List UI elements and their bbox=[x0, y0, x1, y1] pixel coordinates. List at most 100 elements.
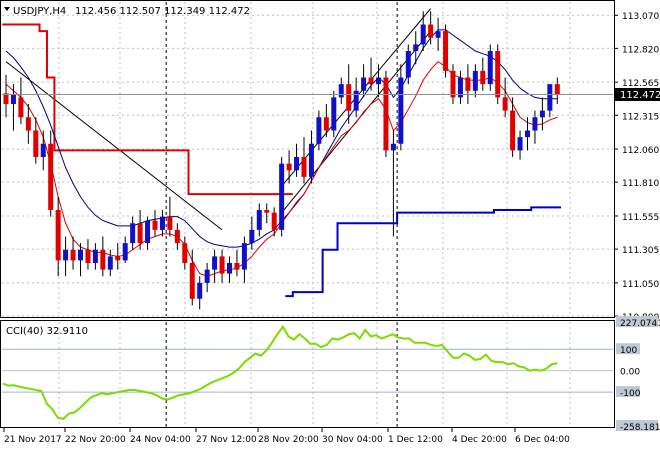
candle bbox=[279, 157, 285, 237]
candle-bull-body bbox=[457, 77, 463, 98]
time-tick-label: 22 Nov 20:00 bbox=[65, 435, 126, 445]
candle-bull-body bbox=[78, 249, 83, 261]
candle-bear-body bbox=[264, 210, 270, 213]
candle bbox=[92, 243, 98, 270]
candle bbox=[189, 249, 195, 306]
candle-bull-body bbox=[517, 137, 523, 151]
candle bbox=[539, 97, 545, 131]
candle-bull-body bbox=[227, 263, 232, 274]
candle-bull-body bbox=[130, 223, 136, 244]
candle bbox=[40, 130, 46, 171]
candle-bull-body bbox=[159, 216, 165, 230]
candle-bear-body bbox=[115, 256, 121, 261]
trendline[interactable] bbox=[5, 61, 223, 231]
candle-bull-body bbox=[338, 84, 344, 98]
candle-bear-body bbox=[182, 243, 188, 264]
time-tick-label: 4 Dec 20:00 bbox=[452, 435, 507, 445]
candle-bull-body bbox=[122, 243, 128, 261]
candle bbox=[301, 137, 307, 184]
cci-tick-label: 100 bbox=[620, 346, 637, 356]
candle bbox=[122, 236, 128, 264]
candle-bear-body bbox=[465, 77, 471, 91]
price-tick-label: 112.315 bbox=[622, 112, 659, 122]
candle-bull-body bbox=[204, 269, 210, 283]
stop-lines bbox=[2, 23, 562, 298]
dropdown-arrow-icon[interactable] bbox=[4, 7, 10, 11]
candle bbox=[554, 77, 560, 105]
candle bbox=[241, 236, 247, 283]
candle bbox=[465, 64, 471, 105]
price-tick-label: 111.555 bbox=[622, 213, 659, 223]
candle bbox=[115, 243, 121, 270]
candle-bear-body bbox=[480, 70, 486, 85]
candle-bull-body bbox=[294, 157, 300, 171]
current-price-value: 112.472 bbox=[620, 90, 660, 101]
candle bbox=[361, 64, 367, 98]
candle-bull-body bbox=[413, 44, 419, 52]
candle bbox=[197, 276, 203, 310]
candle bbox=[495, 44, 501, 105]
candle-bull-body bbox=[472, 70, 478, 91]
candle bbox=[55, 196, 61, 277]
candle bbox=[227, 256, 232, 283]
candle bbox=[33, 117, 39, 164]
price-tick-label: 112.820 bbox=[622, 45, 659, 55]
candle bbox=[107, 249, 113, 277]
price-tick-label: 111.810 bbox=[622, 179, 659, 189]
cci-tick-label: 227.0741 bbox=[620, 319, 660, 329]
candle-bear-body bbox=[346, 84, 352, 111]
candle-bull-body bbox=[532, 117, 538, 131]
candle-bear-body bbox=[271, 212, 277, 230]
candle-bear-body bbox=[495, 51, 501, 98]
candle bbox=[413, 31, 419, 65]
candle bbox=[100, 236, 106, 277]
cci-tick-label: -100 bbox=[620, 389, 641, 399]
candle-bear-body bbox=[3, 93, 9, 105]
candle-bear-body bbox=[301, 157, 307, 177]
candle bbox=[264, 203, 270, 224]
candle-bull-body bbox=[547, 84, 553, 111]
candle-bear-body bbox=[554, 84, 560, 95]
candle bbox=[145, 216, 151, 250]
stop-line-blue bbox=[285, 206, 562, 298]
candle-bull-body bbox=[331, 97, 337, 131]
candle bbox=[480, 57, 486, 91]
candle-bear-body bbox=[70, 249, 76, 261]
time-axis: 21 Nov 2017 22 Nov 20:00 24 Nov 04:00 27 No… bbox=[3, 428, 570, 445]
candle-bull-body bbox=[376, 77, 381, 85]
candle bbox=[130, 216, 136, 250]
candle-bull-body bbox=[107, 256, 113, 270]
candle-bull-body bbox=[361, 77, 367, 91]
cci-tick-label: 0.00 bbox=[620, 368, 640, 378]
candle-bear-body bbox=[100, 249, 106, 270]
candle-bear-body bbox=[234, 263, 240, 270]
candle-bear-body bbox=[48, 143, 54, 211]
candle-bull-body bbox=[390, 143, 396, 151]
cci-tick-label: -258.1817 bbox=[620, 423, 660, 433]
period-separators bbox=[165, 2, 398, 427]
candle-bull-body bbox=[249, 229, 255, 244]
candle bbox=[212, 249, 218, 283]
candle-bear-body bbox=[25, 117, 31, 131]
ohlc-readout: 112.456 112.507 112.349 112.472 bbox=[75, 6, 250, 17]
symbol-label: USDJPY,H4 bbox=[13, 6, 66, 17]
candle bbox=[70, 236, 76, 270]
candle bbox=[234, 249, 240, 277]
candle bbox=[3, 74, 9, 118]
price-tick-label: 112.060 bbox=[622, 146, 659, 156]
cci-line bbox=[2, 324, 558, 420]
price-tick-label: 112.565 bbox=[622, 79, 659, 89]
candle bbox=[390, 130, 396, 237]
candle bbox=[376, 64, 381, 98]
candle bbox=[487, 44, 493, 91]
candle-bear-body bbox=[383, 77, 389, 151]
candle-bear-body bbox=[189, 263, 195, 299]
candle-bull-body bbox=[279, 163, 285, 230]
candle-bear-body bbox=[502, 97, 508, 111]
candle bbox=[323, 104, 329, 138]
cci-level-tag bbox=[616, 386, 640, 398]
candle bbox=[159, 210, 165, 237]
candle bbox=[443, 24, 449, 78]
time-tick-label: 6 Dec 04:00 bbox=[515, 435, 570, 445]
